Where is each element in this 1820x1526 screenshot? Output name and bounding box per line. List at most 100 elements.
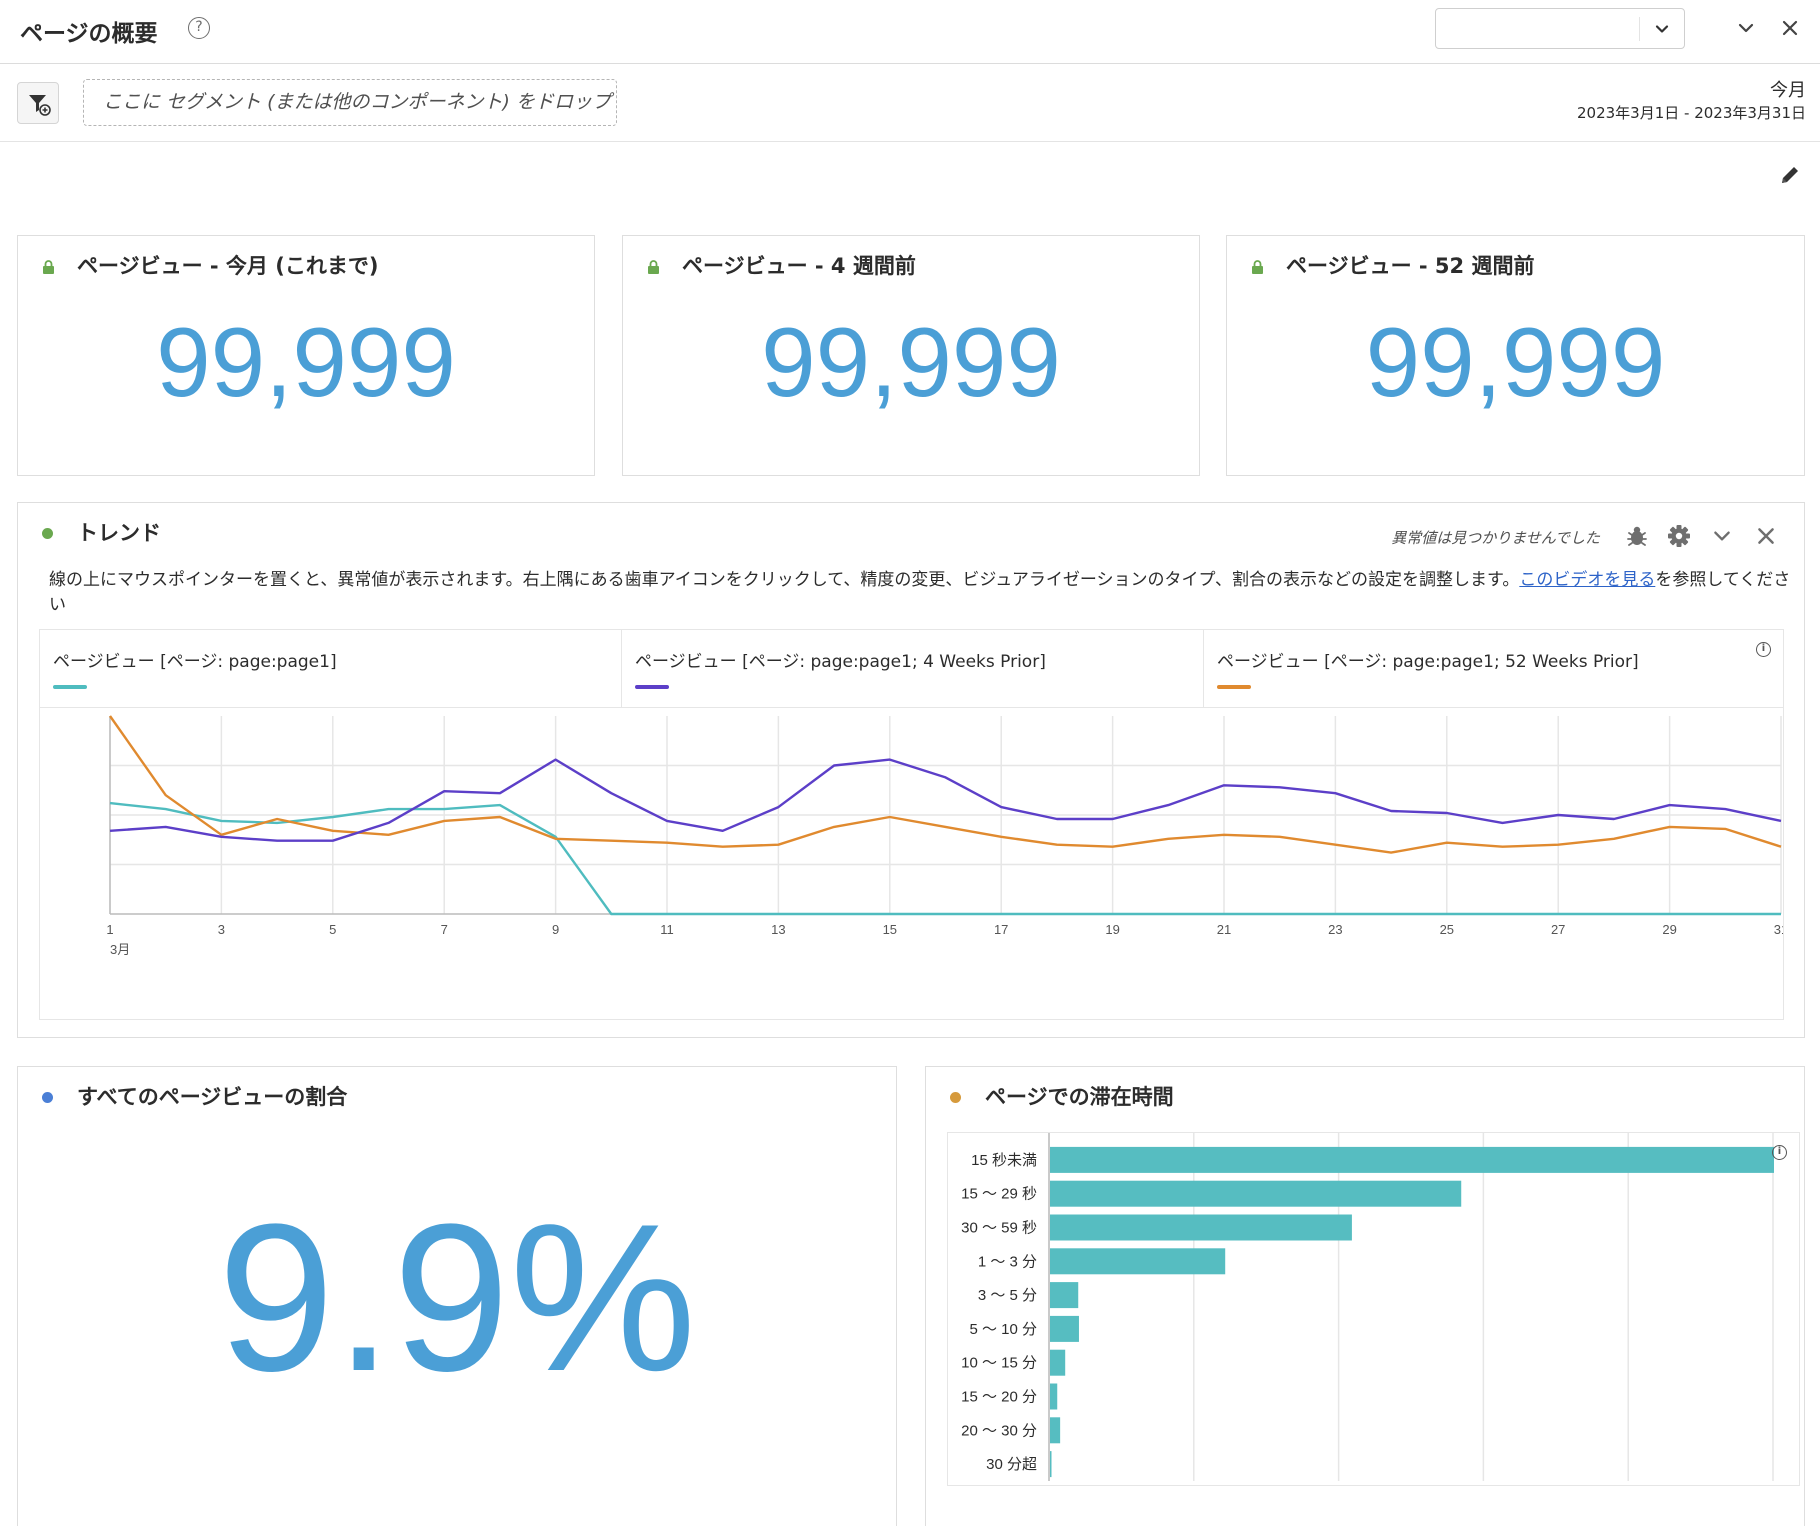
share-value: 9.9% [217,1180,697,1415]
status-dot [42,528,53,539]
bar [1050,1417,1061,1444]
legend-label: ページビュー [ページ: page:page1; 4 Weeks Prior] [635,652,1046,672]
bar [1050,1282,1079,1309]
collapse-chevron-icon[interactable] [1711,525,1733,547]
category-label: 20 〜 30 分 [961,1422,1037,1439]
x-tick-label: 7 [441,922,448,937]
legend-label: ページビュー [ページ: page:page1; 52 Weeks Prior] [1217,652,1639,672]
x-tick-label: 17 [994,922,1008,937]
x-tick-label: 21 [1217,922,1231,937]
gear-icon[interactable] [1666,523,1692,549]
series-line [109,715,1782,854]
x-tick-label: 5 [329,922,336,937]
series-line [109,801,1781,916]
time-title: ページでの滞在時間 [985,1085,1174,1109]
trend-description: 線の上にマウスポインターを置くと、異常値が表示されます。右上隅にある歯車アイコン… [49,568,1799,618]
trend-title: トレンド [77,521,161,545]
collapse-chevron-icon[interactable] [1736,18,1756,38]
panel-title: ページの概要 [20,21,158,47]
kpi-value: 99,999 [1365,307,1666,417]
video-link[interactable]: このビデオを見る [1519,570,1656,590]
category-label: 15 秒未満 [971,1152,1037,1169]
add-filter-button[interactable] [17,82,59,124]
x-tick-label: 29 [1662,922,1676,937]
kpi-value: 99,999 [761,307,1061,417]
legend-label: ページビュー [ページ: page:page1] [53,652,337,672]
time-on-page-card: ページでの滞在時間 15 秒未満 15 〜 29 秒 30 〜 59 秒 1 〜 3 … [925,1066,1805,1526]
legend-item[interactable]: ページビュー [ページ: page:page1] [40,630,622,708]
share-card: すべてのページビューの割合 9.9% [17,1066,897,1526]
kpi-card: ページビュー - 52 週間前 99,999 [1226,235,1805,476]
info-icon[interactable]: i [1772,1145,1787,1160]
bar [1050,1180,1462,1207]
kpi-title: ページビュー - 今月 (これまで) [77,254,379,278]
series-line [109,758,1782,842]
legend-swatch [635,685,669,689]
time-bar-chart: 15 秒未満 15 〜 29 秒 30 〜 59 秒 1 〜 3 分 3 〜 5 分 5 … [947,1132,1800,1486]
x-tick-label: 9 [552,922,559,937]
kpi-title: ページビュー - 4 週間前 [682,254,916,278]
bar [1050,1315,1079,1342]
date-range-label[interactable]: 今月 [1770,80,1806,101]
bug-icon[interactable] [1624,523,1650,549]
category-label: 15 〜 29 秒 [961,1186,1037,1203]
x-tick-label: 27 [1551,922,1565,937]
bar [1050,1146,1774,1173]
x-tick-label: 19 [1105,922,1119,937]
help-icon[interactable]: ? [188,17,210,39]
category-label: 10 〜 15 分 [961,1355,1037,1372]
legend-item[interactable]: ページビュー [ページ: page:page1; 4 Weeks Prior] [622,630,1204,708]
bar [1050,1451,1052,1478]
chevron-down-icon [1655,25,1669,33]
lock-icon [648,260,659,274]
panel-select[interactable] [1435,8,1685,49]
legend-swatch [1217,685,1251,689]
x-tick-label: 15 [883,922,897,937]
status-dot [42,1092,53,1103]
panel-header: ページの概要 ? [0,0,1820,64]
bar-plot: 15 秒未満 15 〜 29 秒 30 〜 59 秒 1 〜 3 分 3 〜 5 分 5 … [961,1133,1774,1481]
x-tick-label: 3 [218,922,225,937]
category-label: 15 〜 20 分 [961,1389,1037,1406]
close-icon[interactable] [1755,525,1777,547]
category-label: 3 〜 5 分 [978,1287,1037,1304]
date-range-value[interactable]: 2023年3月1日 - 2023年3月31日 [1576,104,1806,122]
lock-icon [1252,260,1263,274]
x-tick-label: 1 [106,922,113,937]
segment-dropzone[interactable]: ここに セグメント (または他のコンポーネント) をドロップ [83,79,617,126]
category-label: 1 〜 3 分 [978,1253,1037,1270]
legend-swatch [53,685,87,689]
anomaly-status: 異常値は見つかりませんでした [1391,529,1600,547]
kpi-card: ページビュー - 今月 (これまで) 99,999 [17,235,595,476]
bar [1050,1383,1058,1410]
x-tick-label: 25 [1440,922,1454,937]
trend-plot: 1357911131517192123252729313月 [106,715,1783,957]
segment-bar: ここに セグメント (または他のコンポーネント) をドロップ 今月 2023年3… [0,64,1820,142]
select-divider [1639,17,1640,41]
bar [1050,1349,1066,1376]
description-text: 線の上にマウスポインターを置くと、異常値が表示されます。右上隅にある歯車アイコン… [49,570,1520,590]
legend-item[interactable]: ページビュー [ページ: page:page1; 52 Weeks Prior]… [1204,630,1783,708]
category-label: 30 分超 [986,1456,1037,1473]
bar [1050,1214,1352,1241]
x-tick-label: 13 [771,922,785,937]
close-icon[interactable] [1780,18,1800,38]
x-axis-month-label: 3月 [110,942,130,957]
x-tick-label: 11 [660,922,674,937]
kpi-card: ページビュー - 4 週間前 99,999 [622,235,1200,476]
status-dot [950,1092,961,1103]
share-title: すべてのページビューの割合 [77,1085,348,1109]
filter-add-icon [29,95,51,116]
category-label: 5 〜 10 分 [969,1321,1037,1338]
bar [1050,1248,1226,1275]
info-icon[interactable]: i [1756,642,1771,657]
category-label: 30 〜 59 秒 [961,1220,1037,1237]
x-tick-label: 23 [1328,922,1342,937]
lock-icon [43,260,54,274]
trend-card: トレンド 異常値は見つかりませんでした 線の上にマウスポインターを置くと、異常値… [17,502,1805,1038]
description-suffix: を参照してください [49,570,1791,615]
kpi-title: ページビュー - 52 週間前 [1286,254,1535,278]
pencil-icon[interactable] [1778,163,1802,187]
kpi-value: 99,999 [156,307,456,417]
x-tick-label: 31 [1774,922,1783,937]
